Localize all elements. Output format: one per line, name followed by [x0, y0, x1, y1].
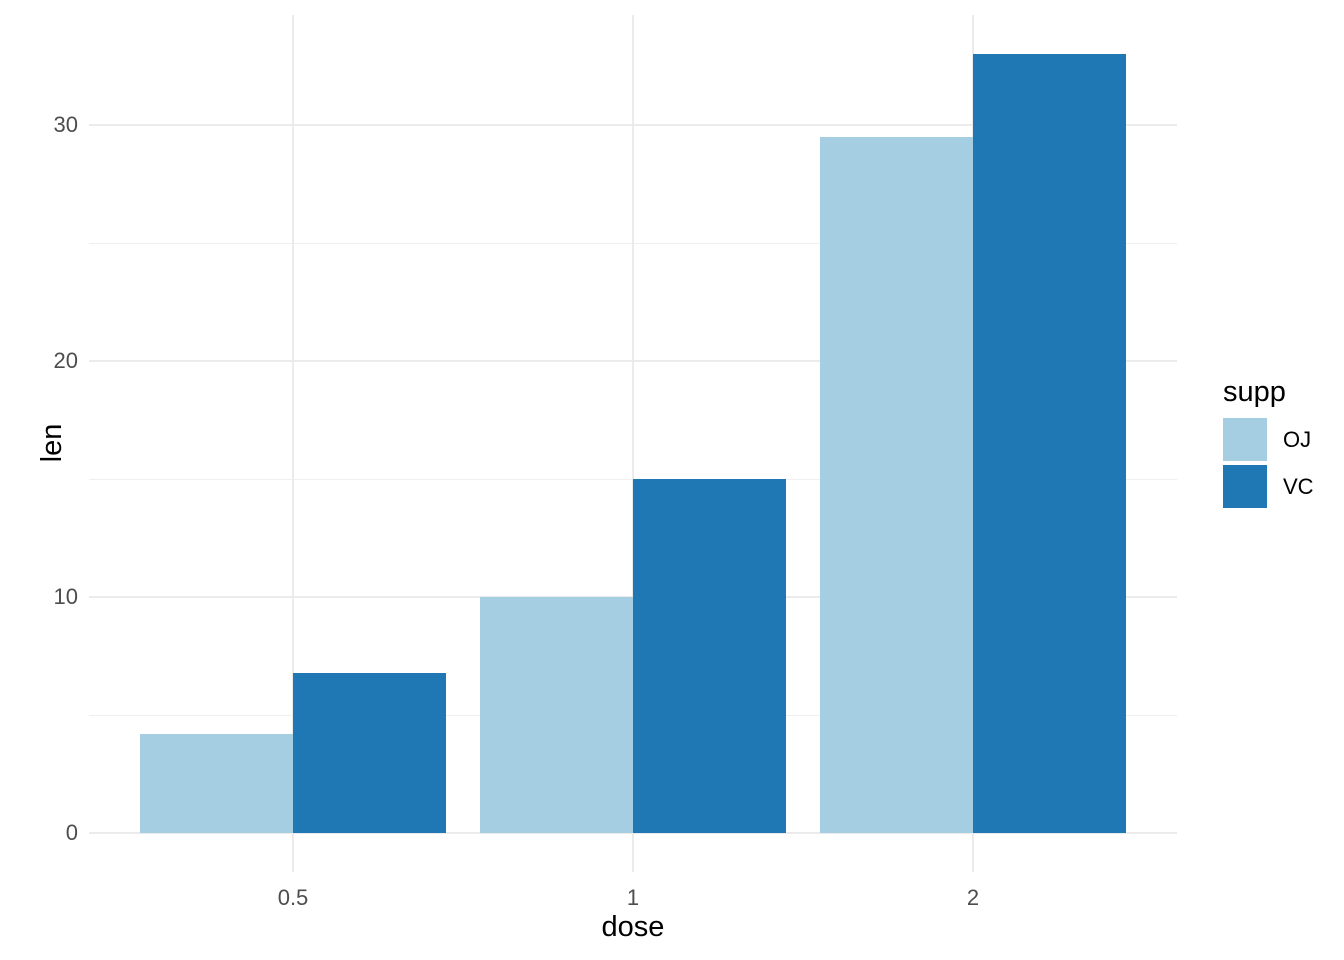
legend-key-oj-swatch	[1223, 418, 1267, 461]
x-tick-label: 2	[966, 885, 980, 910]
legend-title: supp	[1223, 376, 1286, 408]
legend-label-oj: OJ	[1283, 426, 1312, 452]
legend-item-oj: OJ	[1223, 418, 1314, 461]
x-tick-label: 0.5	[277, 885, 309, 910]
y-tick-label: 10	[53, 584, 78, 609]
y-tick-label: 20	[53, 348, 78, 373]
x-major-gridline	[632, 15, 634, 872]
x-axis-title: dose	[601, 911, 665, 943]
y-tick-label: 0	[65, 820, 78, 845]
y-tick-label: 30	[53, 112, 78, 137]
legend: supp OJ VC	[1223, 374, 1314, 512]
x-major-gridline	[292, 15, 294, 872]
bar-oj-dose-1	[480, 597, 633, 833]
bar-vc-dose-2	[973, 54, 1126, 833]
legend-key-vc-swatch	[1223, 465, 1267, 508]
bar-oj-dose-0.5	[140, 733, 293, 833]
legend-label-vc: VC	[1283, 473, 1314, 499]
y-axis-title: len	[36, 423, 68, 463]
bar-vc-dose-1	[633, 479, 786, 833]
bar-vc-dose-0.5	[293, 672, 446, 833]
x-tick-label: 1	[626, 885, 640, 910]
legend-item-vc: VC	[1223, 465, 1314, 508]
bar-oj-dose-2	[820, 136, 973, 833]
